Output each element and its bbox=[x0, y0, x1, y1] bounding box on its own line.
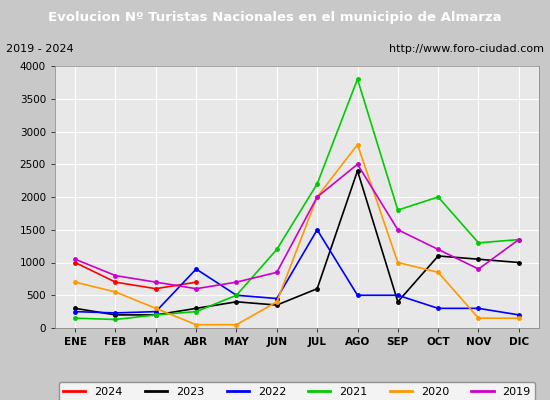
Text: 2019 - 2024: 2019 - 2024 bbox=[6, 44, 73, 54]
Legend: 2024, 2023, 2022, 2021, 2020, 2019: 2024, 2023, 2022, 2021, 2020, 2019 bbox=[59, 382, 535, 400]
Text: http://www.foro-ciudad.com: http://www.foro-ciudad.com bbox=[389, 44, 544, 54]
Text: Evolucion Nº Turistas Nacionales en el municipio de Almarza: Evolucion Nº Turistas Nacionales en el m… bbox=[48, 12, 502, 24]
